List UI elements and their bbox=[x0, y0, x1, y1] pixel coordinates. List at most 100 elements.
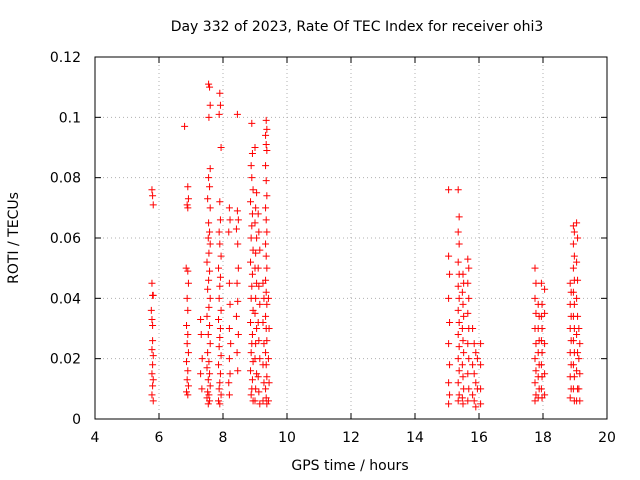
data-point bbox=[205, 219, 213, 227]
data-point bbox=[569, 240, 577, 248]
data-point bbox=[226, 300, 234, 308]
data-point bbox=[197, 315, 205, 323]
data-point bbox=[205, 276, 213, 284]
data-point bbox=[255, 337, 263, 345]
data-point bbox=[537, 279, 545, 287]
data-point bbox=[217, 252, 225, 260]
data-point bbox=[538, 300, 546, 308]
data-point bbox=[217, 352, 225, 360]
x-tick-label: 20 bbox=[598, 430, 616, 446]
data-point bbox=[532, 340, 540, 348]
data-point bbox=[263, 300, 271, 308]
data-point bbox=[469, 325, 477, 332]
data-point bbox=[226, 216, 234, 224]
data-point bbox=[445, 294, 453, 302]
data-point bbox=[184, 349, 192, 357]
data-point bbox=[256, 400, 264, 408]
data-point bbox=[264, 397, 272, 405]
data-point bbox=[569, 222, 577, 230]
data-point bbox=[206, 397, 214, 405]
data-point bbox=[251, 144, 259, 151]
data-point bbox=[234, 216, 242, 224]
data-point bbox=[247, 318, 255, 326]
axes: 4 6 8 10 12 14 16 18 20 0 0.02 0.04 0.06 0.08 0.1 0.12 bbox=[50, 50, 616, 446]
data-point bbox=[472, 349, 480, 357]
data-points bbox=[147, 80, 584, 411]
data-point bbox=[148, 186, 156, 194]
data-point bbox=[197, 331, 205, 339]
data-point bbox=[459, 270, 467, 278]
data-point bbox=[249, 186, 257, 194]
data-point bbox=[216, 89, 224, 97]
data-point bbox=[216, 240, 224, 248]
data-point bbox=[260, 340, 268, 348]
data-point bbox=[454, 282, 462, 290]
data-point bbox=[248, 270, 256, 278]
y-tick-label: 0.12 bbox=[50, 50, 81, 66]
data-point bbox=[252, 340, 260, 348]
data-point bbox=[455, 343, 463, 351]
data-point bbox=[574, 234, 582, 242]
data-point bbox=[574, 312, 582, 320]
data-point bbox=[541, 309, 549, 317]
data-point bbox=[574, 276, 582, 284]
data-point bbox=[262, 385, 270, 393]
data-point bbox=[215, 385, 223, 393]
data-point bbox=[477, 340, 485, 348]
data-point bbox=[538, 349, 546, 357]
data-point bbox=[204, 331, 212, 339]
data-point bbox=[458, 288, 466, 296]
data-point bbox=[247, 258, 255, 266]
data-point bbox=[446, 361, 454, 369]
data-point bbox=[204, 195, 212, 203]
data-point bbox=[254, 264, 262, 272]
data-point bbox=[253, 234, 261, 242]
data-point bbox=[225, 204, 233, 212]
data-point bbox=[573, 219, 581, 227]
data-point bbox=[215, 361, 223, 369]
x-tick-label: 12 bbox=[342, 430, 360, 446]
data-point bbox=[149, 397, 157, 405]
data-point bbox=[573, 367, 581, 375]
data-point bbox=[470, 340, 478, 348]
data-point bbox=[464, 255, 472, 263]
data-point bbox=[184, 367, 192, 375]
data-point bbox=[205, 358, 213, 366]
data-point bbox=[205, 174, 213, 182]
data-point bbox=[455, 294, 463, 302]
data-point bbox=[459, 400, 467, 408]
data-point bbox=[569, 337, 577, 345]
data-point bbox=[234, 367, 242, 375]
data-point bbox=[232, 312, 240, 320]
y-tick-label: 0.04 bbox=[50, 291, 81, 307]
data-point bbox=[232, 225, 240, 233]
data-point bbox=[248, 222, 256, 230]
data-point bbox=[184, 306, 192, 314]
data-point bbox=[537, 385, 545, 393]
data-point bbox=[206, 183, 214, 191]
data-point bbox=[465, 294, 473, 302]
data-point bbox=[570, 373, 578, 381]
data-point bbox=[148, 346, 156, 354]
data-point bbox=[575, 325, 583, 332]
data-point bbox=[262, 116, 270, 124]
data-point bbox=[458, 325, 466, 332]
data-point bbox=[537, 361, 545, 369]
data-point bbox=[446, 270, 454, 278]
data-point bbox=[225, 325, 233, 332]
data-point bbox=[477, 385, 485, 393]
data-point bbox=[445, 186, 453, 194]
data-point bbox=[215, 397, 223, 405]
data-point bbox=[234, 331, 242, 339]
data-point bbox=[216, 198, 224, 206]
data-point bbox=[249, 306, 257, 314]
data-point bbox=[249, 358, 257, 366]
data-point bbox=[206, 267, 214, 275]
data-point bbox=[253, 325, 261, 332]
y-tick-label: 0 bbox=[72, 412, 81, 428]
data-point bbox=[454, 355, 462, 363]
data-point bbox=[454, 258, 462, 266]
data-point bbox=[203, 312, 211, 320]
data-point bbox=[184, 267, 192, 275]
data-point bbox=[459, 373, 467, 381]
